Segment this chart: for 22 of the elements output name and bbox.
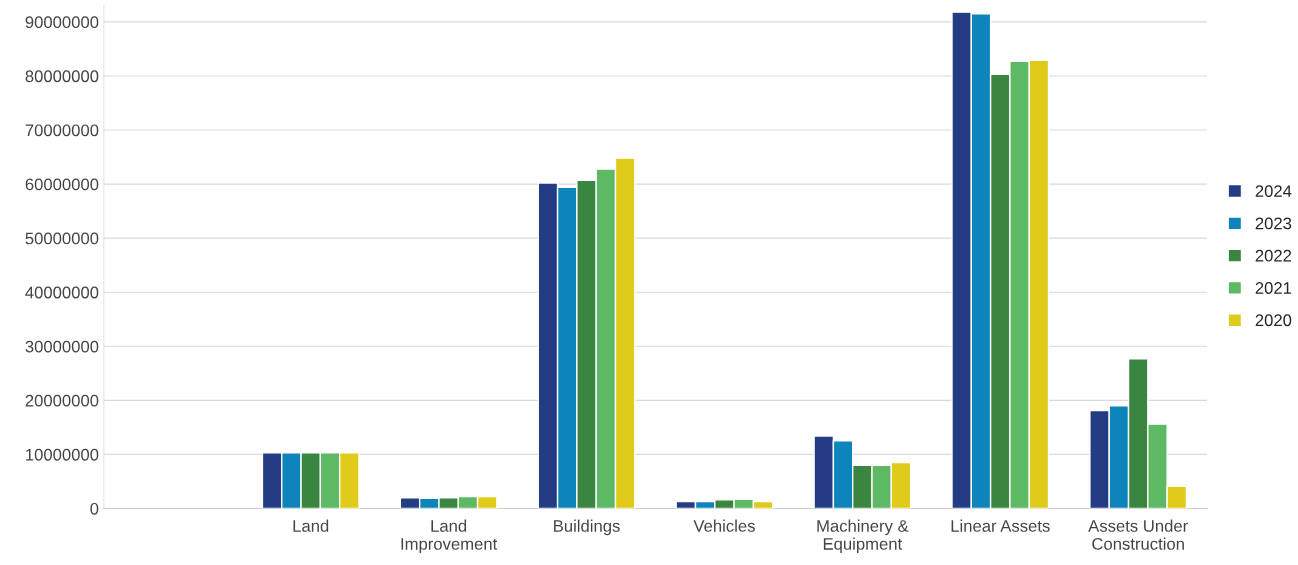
y-tick-label: 90000000 <box>25 16 99 29</box>
x-tick-label: Land Improvement <box>401 519 498 554</box>
y-tick-label: 30000000 <box>25 340 99 353</box>
legend-label: 2020 <box>1255 314 1292 327</box>
y-tick-label: 80000000 <box>25 70 99 83</box>
y-tick-label: 20000000 <box>25 394 99 407</box>
legend-label: 2021 <box>1255 282 1292 294</box>
y-tick-label: 50000000 <box>25 232 99 245</box>
x-tick-label: Vehicles <box>693 519 755 532</box>
x-tick-label: Land <box>293 519 329 532</box>
x-tick-label: Machinery & Equipment <box>817 519 909 554</box>
legend-label: 2022 <box>1255 249 1292 262</box>
x-tick-label: Assets Under Construction <box>1088 519 1188 550</box>
y-tick-label: 0 <box>90 502 99 515</box>
x-tick-label: Buildings <box>554 519 620 536</box>
y-tick-label: 40000000 <box>25 286 99 299</box>
y-tick-label: 60000000 <box>25 178 99 191</box>
y-tick-label: 70000000 <box>25 124 99 137</box>
legend-label: 2023 <box>1255 217 1292 230</box>
y-tick-label: 10000000 <box>26 448 99 461</box>
legend-label: 2024 <box>1255 185 1292 198</box>
x-tick-label: Linear Assets <box>951 519 1050 532</box>
